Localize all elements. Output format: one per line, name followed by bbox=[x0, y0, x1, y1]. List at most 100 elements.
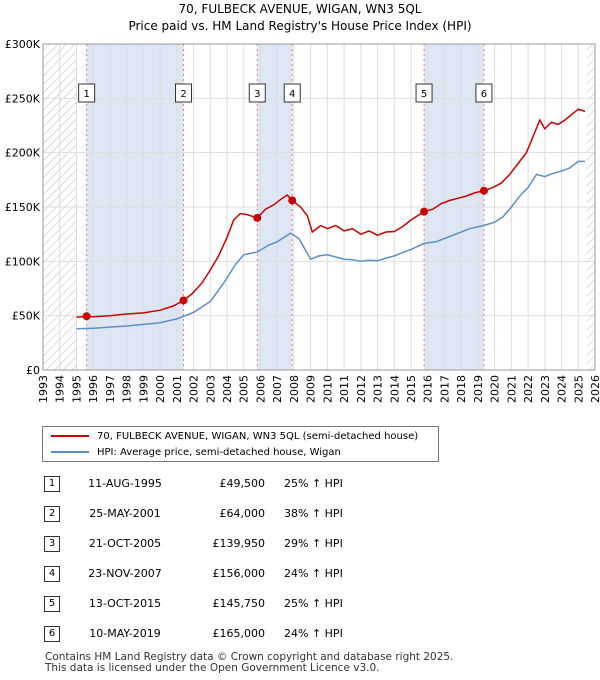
sale-price: £49,500 bbox=[219, 477, 266, 490]
sale-number-label: 1 bbox=[83, 89, 89, 100]
table-row: 4 23-NOV-2007 £156,000 24% ↑ HPI bbox=[0, 564, 600, 584]
x-tick-label: 2011 bbox=[338, 375, 351, 403]
y-tick-label: £0 bbox=[26, 364, 40, 377]
x-tick-label: 2001 bbox=[171, 375, 184, 403]
x-tick-label: 2005 bbox=[238, 375, 251, 403]
legend-swatch-property bbox=[51, 435, 89, 437]
x-tick-label: 2023 bbox=[539, 375, 552, 403]
x-tick-label: 2017 bbox=[438, 375, 451, 403]
x-tick-label: 2012 bbox=[355, 375, 368, 403]
legend-label-property: 70, FULBECK AVENUE, WIGAN, WN3 5QL (semi… bbox=[97, 431, 419, 442]
sale-date: 13-OCT-2015 bbox=[88, 597, 162, 610]
sale-hpi-diff: 25% ↑ HPI bbox=[284, 597, 343, 610]
sale-number-box bbox=[283, 83, 301, 103]
x-tick-label: 2018 bbox=[455, 375, 468, 403]
y-tick-label: £100K bbox=[5, 255, 41, 268]
footer-license: This data is licensed under the Open Gov… bbox=[45, 662, 380, 674]
y-tick-label: £50K bbox=[12, 310, 41, 323]
sale-date: 25-MAY-2001 bbox=[89, 507, 161, 520]
sale-number-box bbox=[415, 83, 433, 103]
x-tick-label: 2006 bbox=[254, 375, 267, 403]
sale-point bbox=[479, 186, 488, 195]
sale-date: 10-MAY-2019 bbox=[89, 627, 161, 640]
sale-date: 21-OCT-2005 bbox=[88, 537, 162, 550]
legend-item-property: 70, FULBECK AVENUE, WIGAN, WN3 5QL (semi… bbox=[51, 429, 418, 445]
plot-border bbox=[42, 43, 596, 371]
sale-point bbox=[420, 207, 429, 216]
x-tick-label: 1998 bbox=[121, 375, 134, 403]
sale-number-badge: 5 bbox=[44, 596, 60, 612]
sale-number-badge: 2 bbox=[44, 506, 60, 522]
chart-subtitle: Price paid vs. HM Land Registry's House … bbox=[128, 19, 471, 33]
table-row: 2 25-MAY-2001 £64,000 38% ↑ HPI bbox=[0, 504, 600, 524]
footer-copyright: Contains HM Land Registry data © Crown c… bbox=[45, 651, 454, 663]
y-tick-label: £200K bbox=[5, 147, 41, 160]
x-tick-label: 2022 bbox=[522, 375, 535, 403]
sale-price: £156,000 bbox=[212, 567, 266, 580]
sale-hpi-diff: 24% ↑ HPI bbox=[284, 567, 343, 580]
sale-number-label: 5 bbox=[421, 89, 427, 100]
x-tick-label: 1996 bbox=[87, 375, 100, 403]
x-tick-label: 1995 bbox=[70, 375, 83, 403]
y-tick-label: £300K bbox=[5, 38, 41, 51]
y-tick-label: £150K bbox=[5, 201, 41, 214]
x-tick-label: 2014 bbox=[388, 375, 401, 403]
x-tick-label: 2009 bbox=[305, 375, 318, 403]
legend-swatch-hpi bbox=[51, 451, 89, 453]
sale-date: 11-AUG-1995 bbox=[88, 477, 162, 490]
x-tick-label: 2019 bbox=[472, 375, 485, 403]
sale-number-box bbox=[248, 83, 266, 103]
x-tick-label: 2004 bbox=[221, 375, 234, 403]
x-tick-label: 2024 bbox=[556, 375, 569, 403]
legend: 70, FULBECK AVENUE, WIGAN, WN3 5QL (semi… bbox=[42, 426, 439, 462]
x-tick-label: 2026 bbox=[589, 375, 600, 403]
hpi-line bbox=[76, 160, 585, 330]
sale-point bbox=[179, 296, 188, 305]
footer: Contains HM Land Registry data © Crown c… bbox=[45, 652, 453, 674]
x-tick-label: 2007 bbox=[271, 375, 284, 403]
x-tick-label: 1994 bbox=[54, 375, 67, 403]
x-tick-label: 2000 bbox=[154, 375, 167, 403]
x-tick-label: 2002 bbox=[188, 375, 201, 403]
sale-number-badge: 3 bbox=[44, 536, 60, 552]
sale-price: £145,750 bbox=[212, 597, 266, 610]
x-tick-label: 2008 bbox=[288, 375, 301, 403]
table-row: 3 21-OCT-2005 £139,950 29% ↑ HPI bbox=[0, 534, 600, 554]
sale-point bbox=[288, 196, 297, 205]
x-tick-label: 2003 bbox=[204, 375, 217, 403]
table-row: 6 10-MAY-2019 £165,000 24% ↑ HPI bbox=[0, 624, 600, 644]
x-tick-label: 1993 bbox=[37, 375, 50, 403]
x-tick-label: 1997 bbox=[104, 375, 117, 403]
x-tick-label: 2021 bbox=[505, 375, 518, 403]
sale-point bbox=[82, 312, 91, 321]
table-row: 1 11-AUG-1995 £49,500 25% ↑ HPI bbox=[0, 474, 600, 494]
sale-price: £64,000 bbox=[219, 507, 266, 520]
sale-number-box bbox=[475, 83, 493, 103]
sale-price: £165,000 bbox=[212, 627, 266, 640]
legend-item-hpi: HPI: Average price, semi-detached house,… bbox=[51, 445, 341, 461]
sale-number-badge: 1 bbox=[44, 476, 60, 492]
x-tick-label: 2015 bbox=[405, 375, 418, 403]
x-tick-label: 2020 bbox=[489, 375, 502, 403]
sale-date: 23-NOV-2007 bbox=[88, 567, 162, 580]
x-tick-label: 2010 bbox=[321, 375, 334, 403]
table-row: 5 13-OCT-2015 £145,750 25% ↑ HPI bbox=[0, 594, 600, 614]
sale-number-badge: 6 bbox=[44, 626, 60, 642]
chart-title: 70, FULBECK AVENUE, WIGAN, WN3 5QL bbox=[179, 2, 422, 16]
sale-number-label: 4 bbox=[289, 89, 295, 100]
sale-number-label: 3 bbox=[254, 89, 260, 100]
sale-hpi-diff: 25% ↑ HPI bbox=[284, 477, 343, 490]
sale-number-label: 2 bbox=[180, 89, 186, 100]
x-tick-label: 2013 bbox=[372, 375, 385, 403]
sale-number-label: 6 bbox=[481, 89, 487, 100]
sale-price: £139,950 bbox=[212, 537, 266, 550]
price-chart: 70, FULBECK AVENUE, WIGAN, WN3 5QL Price… bbox=[5, 2, 600, 403]
x-tick-label: 2025 bbox=[572, 375, 585, 403]
sale-number-box bbox=[175, 83, 193, 103]
sale-hpi-diff: 24% ↑ HPI bbox=[284, 627, 343, 640]
sale-number-box bbox=[78, 83, 96, 103]
y-tick-label: £250K bbox=[5, 92, 41, 105]
x-tick-label: 2016 bbox=[422, 375, 435, 403]
sale-number-badge: 4 bbox=[44, 566, 60, 582]
sale-hpi-diff: 29% ↑ HPI bbox=[284, 537, 343, 550]
